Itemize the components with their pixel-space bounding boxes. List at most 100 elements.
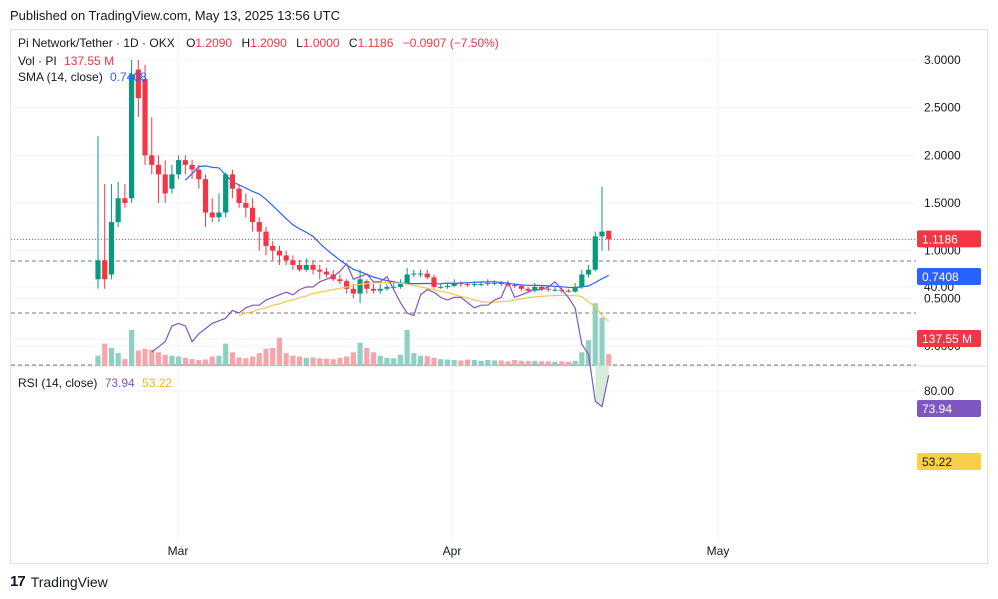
candle-body[interactable] (424, 273, 430, 278)
candle-body[interactable] (310, 264, 316, 270)
candle-body[interactable] (451, 283, 457, 286)
sma-line (184, 165, 609, 289)
candle-body[interactable] (223, 174, 229, 213)
candle-body[interactable] (538, 286, 545, 289)
candle-body[interactable] (585, 269, 592, 275)
candle-body[interactable] (498, 283, 504, 285)
tradingview-logo[interactable]: 17 TradingView (10, 573, 108, 590)
candle-body[interactable] (438, 286, 444, 288)
candle-body[interactable] (297, 264, 303, 270)
candle-body[interactable] (384, 286, 390, 289)
candle-body[interactable] (518, 285, 524, 289)
candle-body[interactable] (149, 155, 155, 165)
volume-legend[interactable]: Vol · PI 137.55 M (18, 54, 114, 68)
candle-body[interactable] (431, 277, 437, 287)
chart-frame[interactable] (10, 29, 988, 564)
candle-body[interactable] (337, 279, 343, 282)
symbol-label[interactable]: Pi Network/Tether · 1D · OKX (18, 36, 175, 50)
volume-bar (572, 360, 578, 366)
candle-body[interactable] (364, 281, 370, 289)
candle-body[interactable] (115, 198, 121, 223)
candle-body[interactable] (290, 260, 296, 265)
candle-body[interactable] (169, 174, 175, 189)
candle-body[interactable] (417, 273, 424, 275)
candle-body[interactable] (411, 273, 417, 275)
candle-body[interactable] (108, 222, 115, 275)
candle-body[interactable] (370, 288, 377, 291)
time-axis-label: Apr (443, 544, 462, 558)
candle-body[interactable] (243, 203, 249, 208)
candle-body[interactable] (478, 284, 484, 286)
candle-body[interactable] (263, 231, 269, 246)
candle-body[interactable] (176, 160, 182, 175)
candle-body[interactable] (276, 250, 283, 256)
candle-body[interactable] (357, 279, 363, 294)
candle-body[interactable] (458, 283, 464, 285)
candle-body[interactable] (465, 284, 471, 286)
candle-body[interactable] (229, 174, 235, 189)
candle-body[interactable] (317, 269, 323, 272)
time-axis-label: Mar (168, 544, 189, 558)
volume-bar (337, 357, 343, 366)
candle-body[interactable] (532, 286, 538, 291)
candle-body[interactable] (599, 231, 605, 237)
candle-body[interactable] (344, 281, 350, 289)
volume-bar (518, 360, 524, 366)
candle-body[interactable] (189, 164, 195, 170)
candle-body[interactable] (122, 198, 128, 203)
candle-body[interactable] (350, 288, 356, 294)
candle-body[interactable] (303, 264, 309, 270)
sma-label[interactable]: SMA (14, close) (18, 70, 103, 84)
candle-body[interactable] (155, 164, 162, 175)
candle-body[interactable] (182, 160, 188, 165)
candle-body[interactable] (512, 284, 518, 286)
candle-body[interactable] (606, 230, 612, 240)
candle-body[interactable] (283, 255, 289, 261)
candle-body[interactable] (270, 245, 276, 251)
candle-body[interactable] (592, 236, 598, 270)
candle-body[interactable] (129, 74, 135, 199)
volume-label[interactable]: Vol · PI (18, 54, 57, 68)
candle-body[interactable] (162, 174, 168, 194)
volume-bar (471, 359, 477, 366)
candle-body[interactable] (444, 285, 451, 287)
candle-body[interactable] (565, 290, 571, 292)
candle-body[interactable] (95, 260, 101, 280)
volume-bar (209, 356, 215, 366)
volume-bar (122, 359, 128, 366)
candle-body[interactable] (552, 289, 558, 291)
volume-bar (364, 347, 370, 366)
candle-body[interactable] (323, 271, 330, 275)
volume-bar (465, 359, 471, 366)
candle-body[interactable] (491, 283, 498, 285)
candle-body[interactable] (377, 288, 383, 291)
candle-body[interactable] (249, 207, 256, 223)
candle-body[interactable] (471, 284, 477, 286)
candle-body[interactable] (209, 212, 215, 218)
sma-legend[interactable]: SMA (14, close) 0.7408 (18, 70, 147, 84)
candle-body[interactable] (545, 288, 551, 290)
candle-body[interactable] (196, 169, 202, 180)
candle-body[interactable] (525, 288, 531, 291)
rsi-legend[interactable]: RSI (14, close) 73.94 53.22 (18, 376, 172, 390)
candle-body[interactable] (202, 179, 209, 213)
candle-body[interactable] (572, 286, 578, 292)
candle-body[interactable] (505, 284, 511, 286)
rsi-label[interactable]: RSI (14, close) (18, 376, 98, 390)
candle-body[interactable] (102, 260, 108, 280)
candle-body[interactable] (391, 286, 397, 288)
volume-bar (162, 354, 168, 366)
candle-body[interactable] (485, 283, 491, 285)
rsi-ma-badge: 53.22 (922, 455, 952, 469)
candle-body[interactable] (135, 69, 141, 99)
candle-body[interactable] (256, 222, 262, 232)
candle-body[interactable] (142, 79, 148, 156)
volume-bar (384, 357, 390, 366)
candle-body[interactable] (397, 284, 403, 287)
candle-body[interactable] (579, 274, 585, 287)
candle-body[interactable] (216, 212, 222, 218)
price-legend[interactable]: Pi Network/Tether · 1D · OKX O1.2090 H1.… (18, 36, 499, 50)
candle-body[interactable] (404, 274, 410, 285)
candle-body[interactable] (236, 188, 242, 203)
